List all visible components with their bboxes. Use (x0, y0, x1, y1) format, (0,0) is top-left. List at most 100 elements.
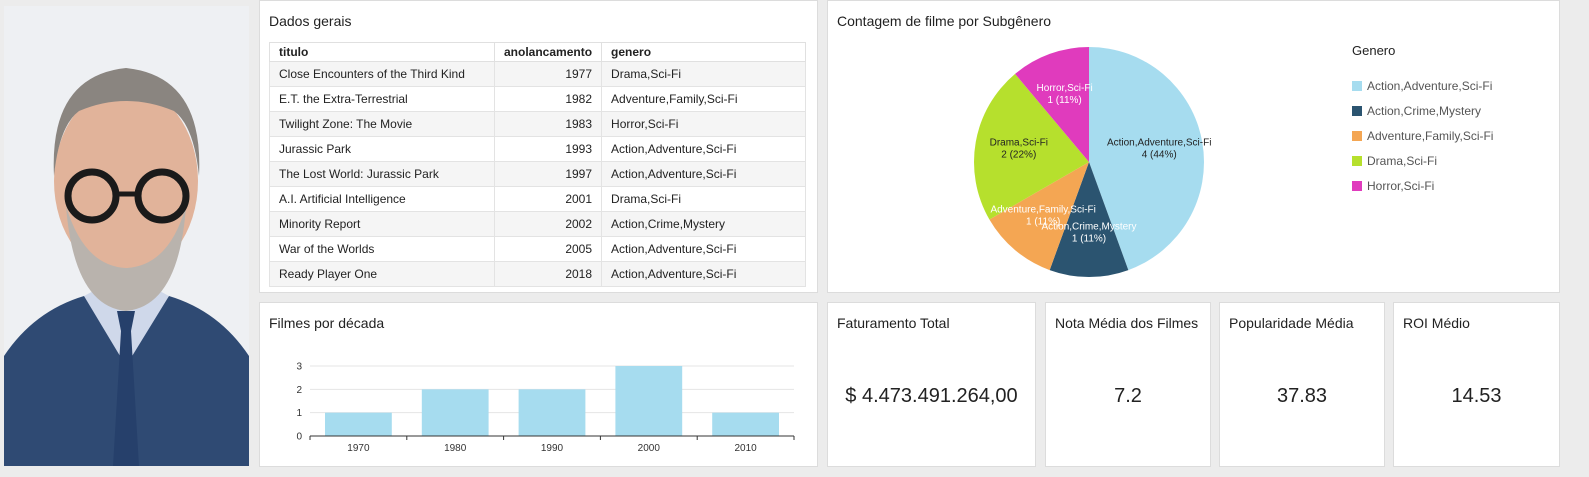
cell-anolancamento: 1993 (493, 136, 603, 162)
legend-label: Action,Adventure,Sci-Fi (1367, 79, 1493, 93)
table-row[interactable]: The Lost World: Jurassic Park 1997 Action,… (269, 161, 806, 187)
legend-swatch (1352, 131, 1362, 141)
kpi-label: ROI Médio (1403, 315, 1470, 331)
kpi-value: 7.2 (1114, 385, 1142, 407)
cell-titulo: Jurassic Park (269, 136, 495, 162)
data-table: titulo anolancamento genero Close Encoun… (269, 42, 806, 287)
x-tick-label: 2010 (734, 443, 757, 454)
portrait-image (4, 6, 249, 466)
column-header-titulo[interactable]: titulo (269, 42, 495, 62)
bar-chart-title: Filmes por década (269, 315, 385, 331)
x-tick-label: 1980 (444, 443, 467, 454)
pie-chart: Action,Adventure,Sci-Fi4 (44%) Action,Cri… (974, 47, 1212, 277)
cell-anolancamento: 1997 (493, 161, 603, 187)
cell-anolancamento: 1977 (493, 61, 603, 87)
bar[interactable] (712, 412, 779, 436)
cell-titulo: Twilight Zone: The Movie (269, 111, 495, 137)
pie-chart-title: Contagem de filme por Subgênero (837, 13, 1052, 29)
pie-slice-value-label: 1 (11%) (1026, 217, 1060, 228)
cell-titulo: A.I. Artificial Intelligence (269, 186, 495, 212)
kpi-popularidade-media: Popularidade Média 37.83 (1219, 302, 1385, 467)
legend-swatch (1352, 81, 1362, 91)
y-tick-label: 2 (296, 385, 302, 396)
cell-titulo: The Lost World: Jurassic Park (269, 161, 495, 187)
y-tick-label: 1 (296, 408, 302, 419)
bar-chart: 0 1 2 3 1970 1980 1990 2000 2010 (296, 362, 795, 454)
pie-slice[interactable] (1049, 162, 1129, 277)
pie-slice-label: Drama,Sci-Fi (990, 138, 1048, 149)
bar[interactable] (615, 366, 683, 436)
legend-label: Adventure,Family,Sci-Fi (1367, 129, 1494, 143)
y-tick-label: 3 (296, 362, 302, 373)
legend-label: Action,Crime,Mystery (1367, 104, 1482, 118)
x-tick-label: 1970 (347, 443, 370, 454)
cell-anolancamento: 2002 (493, 211, 603, 237)
table-row[interactable]: A.I. Artificial Intelligence 2001 Drama,Sc… (269, 186, 806, 212)
column-header-genero[interactable]: genero (601, 42, 806, 62)
table-row[interactable]: Close Encounters of the Third Kind 1977 Dr… (269, 61, 806, 87)
legend-item[interactable]: Action,Crime,Mystery (1352, 104, 1481, 118)
legend-title: Genero (1352, 43, 1396, 58)
x-tick-label: 2000 (638, 443, 661, 454)
legend-swatch (1352, 156, 1362, 166)
table-row[interactable]: Ready Player One 2018 Action,Adventure,Sci… (269, 261, 806, 287)
cell-titulo: Ready Player One (269, 261, 495, 287)
cell-genero: Action,Crime,Mystery (601, 211, 806, 237)
pie-slice-label: Action,Adventure,Sci-Fi (1107, 138, 1212, 149)
cell-genero: Adventure,Family,Sci-Fi (601, 86, 806, 112)
cell-anolancamento: 2005 (493, 236, 603, 262)
pie-chart-panel: Contagem de filme por Subgênero Action,A… (827, 0, 1560, 293)
kpi-value: $ 4.473.491.264,00 (845, 385, 1018, 407)
table-panel: Dados gerais titulo anolancamento genero… (259, 0, 818, 293)
bar-chart-panel: Filmes por década 0 1 2 3 1970 1980 1990 2000 20… (259, 302, 818, 467)
bar[interactable] (325, 412, 392, 436)
cell-genero: Action,Adventure,Sci-Fi (601, 161, 806, 187)
cell-titulo: E.T. the Extra-Terrestrial (269, 86, 495, 112)
legend-swatch (1352, 181, 1362, 191)
column-header-anolancamento[interactable]: anolancamento (493, 42, 603, 62)
pie-slice-value-label: 2 (22%) (1001, 150, 1036, 161)
pie-slice-value-label: 1 (11%) (1072, 233, 1106, 244)
bar[interactable] (518, 389, 586, 436)
cell-anolancamento: 1983 (493, 111, 603, 137)
y-tick-label: 0 (296, 432, 302, 443)
cell-genero: Action,Adventure,Sci-Fi (601, 236, 806, 262)
pie-slice[interactable] (989, 162, 1089, 271)
table-title: Dados gerais (269, 13, 352, 29)
cell-titulo: Close Encounters of the Third Kind (269, 61, 495, 87)
kpi-value: 14.53 (1451, 385, 1502, 407)
pie-slice-value-label: 4 (44%) (1142, 150, 1177, 161)
cell-anolancamento: 2001 (493, 186, 603, 212)
legend-swatch (1352, 106, 1362, 116)
table-row[interactable]: E.T. the Extra-Terrestrial 1982 Adventure,… (269, 86, 806, 112)
legend-item[interactable]: Adventure,Family,Sci-Fi (1352, 129, 1493, 143)
director-photo (4, 6, 249, 466)
legend-label: Drama,Sci-Fi (1367, 154, 1438, 168)
kpi-faturamento-total: Faturamento Total $ 4.473.491.264,00 (827, 302, 1036, 467)
pie-slice-label: Action,Crime,Mystery (1041, 221, 1136, 232)
kpi-label: Nota Média dos Filmes (1055, 315, 1199, 331)
pie-slice-label: Horror,Sci-Fi (1037, 83, 1093, 94)
pie-slice-label: Adventure,Family,Sci-Fi (990, 205, 1095, 216)
pie-slice[interactable] (1089, 47, 1204, 271)
kpi-value: 37.83 (1276, 385, 1328, 407)
bar[interactable] (421, 389, 489, 436)
cell-anolancamento: 1982 (493, 86, 603, 112)
legend-item[interactable]: Action,Adventure,Sci-Fi (1352, 79, 1492, 93)
x-tick-label: 1990 (541, 443, 564, 454)
pie-slice[interactable] (1015, 47, 1089, 162)
table-row[interactable]: War of the Worlds 2005 Action,Adventure,Sc… (269, 236, 806, 262)
table-row[interactable]: Minority Report 2002 Action,Crime,Mystery (269, 211, 806, 237)
legend-item[interactable]: Drama,Sci-Fi (1352, 154, 1437, 168)
cell-genero: Drama,Sci-Fi (601, 186, 806, 212)
table-header-row: titulo anolancamento genero (269, 42, 806, 62)
cell-titulo: War of the Worlds (269, 236, 495, 262)
legend-item[interactable]: Horror,Sci-Fi (1352, 179, 1434, 193)
kpi-label: Popularidade Média (1229, 315, 1354, 331)
table-row[interactable]: Jurassic Park 1993 Action,Adventure,Sci-Fi (269, 136, 806, 162)
legend-label: Horror,Sci-Fi (1367, 179, 1435, 193)
pie-slice[interactable] (974, 73, 1089, 220)
cell-anolancamento: 2018 (493, 261, 603, 287)
cell-genero: Drama,Sci-Fi (601, 61, 806, 87)
table-row[interactable]: Twilight Zone: The Movie 1983 Horror,Sci-F… (269, 111, 806, 137)
